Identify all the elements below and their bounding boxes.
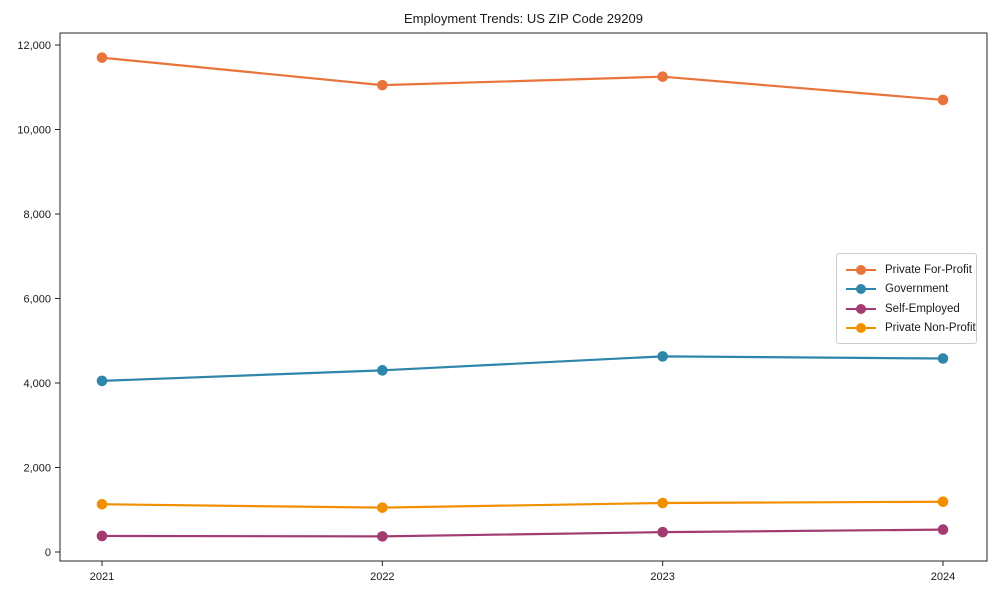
y-axis-tick-label: 0 bbox=[45, 547, 51, 559]
data-point-government-2021 bbox=[96, 375, 108, 387]
y-axis-tick-label: 12,000 bbox=[17, 40, 51, 52]
chart-title: Employment Trends: US ZIP Code 29209 bbox=[404, 11, 643, 26]
data-point-private-for-profit-2021 bbox=[96, 52, 108, 63]
legend-label: Private Non-Profit bbox=[885, 321, 976, 334]
data-point-self-employed-2024 bbox=[937, 524, 949, 535]
data-point-government-2024 bbox=[937, 353, 949, 364]
legend-label: Government bbox=[885, 283, 949, 296]
data-point-private-non-profit-2023 bbox=[657, 497, 668, 509]
plot-area-spines bbox=[59, 32, 988, 562]
legend-marker-icon bbox=[846, 303, 876, 314]
data-point-self-employed-2022 bbox=[377, 531, 388, 542]
x-axis-tick-label: 2022 bbox=[370, 571, 394, 583]
data-point-private-non-profit-2022 bbox=[377, 502, 388, 513]
data-point-private-for-profit-2023 bbox=[657, 71, 668, 82]
legend-item-government: Government bbox=[846, 280, 968, 298]
data-point-private-for-profit-2024 bbox=[937, 94, 949, 106]
legend-label: Self-Employed bbox=[885, 302, 960, 315]
series-line-self-employed bbox=[100, 528, 945, 538]
series-line-private-non-profit bbox=[100, 500, 945, 509]
legend-item-private-non-profit: Private Non-Profit bbox=[846, 319, 976, 337]
y-axis-tick-label: 2,000 bbox=[23, 463, 51, 475]
legend: Private For-Profit Government Self-Employe… bbox=[836, 253, 977, 344]
data-point-self-employed-2021 bbox=[96, 530, 108, 542]
data-point-self-employed-2023 bbox=[657, 526, 668, 538]
x-axis-tick-label: 2023 bbox=[650, 571, 674, 583]
series-line-private-for-profit bbox=[100, 56, 945, 102]
series-line-government bbox=[100, 355, 945, 382]
data-point-government-2023 bbox=[657, 351, 668, 362]
data-point-private-non-profit-2021 bbox=[96, 498, 108, 510]
legend-marker-icon bbox=[846, 265, 876, 275]
y-axis-tick-label: 10,000 bbox=[17, 125, 51, 137]
y-axis-tick-label: 4,000 bbox=[23, 378, 51, 390]
legend-label: Private For-Profit bbox=[885, 264, 972, 276]
data-point-private-non-profit-2024 bbox=[937, 496, 949, 508]
data-point-government-2022 bbox=[377, 365, 388, 376]
data-point-private-for-profit-2022 bbox=[377, 79, 388, 91]
x-axis-tick-label: 2021 bbox=[90, 571, 114, 583]
y-axis-tick-label: 8,000 bbox=[23, 209, 51, 221]
legend-item-private-for-profit: Private For-Profit bbox=[846, 261, 972, 279]
legend-item-self-employed: Self-Employed bbox=[846, 300, 968, 318]
legend-marker-icon bbox=[846, 322, 876, 333]
x-axis-tick-label: 2024 bbox=[931, 571, 955, 583]
y-axis-tick-label: 6,000 bbox=[23, 294, 51, 306]
legend-marker-icon bbox=[846, 284, 876, 295]
